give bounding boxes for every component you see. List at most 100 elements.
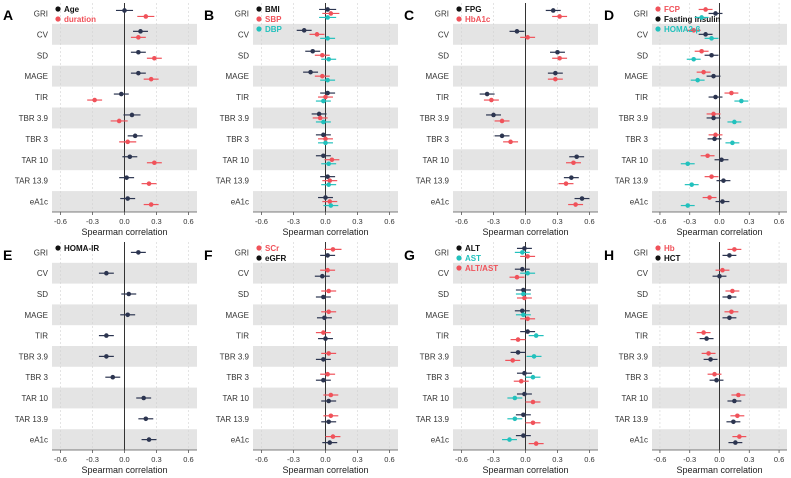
- x-axis-title: Spearman correlation: [676, 465, 762, 475]
- category-label: eA1c: [30, 198, 48, 207]
- data-point: [329, 157, 335, 163]
- x-axis-title: Spearman correlation: [482, 227, 568, 237]
- data-point: [499, 118, 505, 124]
- category-label: SD: [238, 290, 249, 299]
- category-label: TBR 3: [426, 135, 449, 144]
- data-point: [729, 90, 734, 96]
- x-tick-label: -0.3: [487, 217, 500, 226]
- data-point: [146, 437, 152, 442]
- data-point: [521, 433, 526, 438]
- data-point: [711, 111, 716, 117]
- data-point: [533, 333, 539, 338]
- x-axis-title: Spearman correlation: [676, 227, 762, 237]
- x-axis-title: Spearman correlation: [482, 465, 568, 475]
- data-point: [705, 153, 710, 159]
- category-label: TAR 13.9: [615, 415, 649, 424]
- category-label: TBR 3: [625, 373, 648, 382]
- x-tick-label: 0.0: [714, 217, 724, 226]
- x-tick-label: -0.6: [455, 217, 468, 226]
- data-point: [514, 274, 520, 280]
- data-point: [124, 175, 129, 180]
- data-point: [325, 267, 330, 273]
- data-point: [699, 15, 704, 20]
- panel-letter: H: [604, 247, 614, 263]
- data-point: [127, 154, 133, 160]
- data-point: [550, 8, 556, 13]
- category-label: CV: [238, 269, 250, 278]
- category-label: TBR 3.9: [420, 352, 450, 361]
- data-point: [321, 377, 326, 383]
- category-label: eA1c: [630, 436, 648, 445]
- data-point: [530, 399, 536, 405]
- legend-label: FPG: [465, 5, 481, 14]
- data-point: [152, 55, 157, 61]
- data-point: [325, 7, 330, 12]
- panel-H: -0.6 -0.3 0.0 0.3 0.6 Spearman correlation GRI…: [604, 242, 787, 475]
- data-point: [713, 94, 718, 100]
- x-tick-label: 0.3: [552, 217, 562, 226]
- x-tick-label: 0.0: [714, 455, 724, 464]
- category-label: TIR: [635, 93, 648, 102]
- category-label: TAR 13.9: [15, 415, 49, 424]
- data-point: [136, 250, 141, 255]
- x-tick-label: 0.0: [119, 217, 129, 226]
- category-label: TAR 13.9: [216, 177, 250, 186]
- data-point: [325, 90, 330, 96]
- data-point: [525, 329, 530, 334]
- data-point: [553, 76, 558, 82]
- legend-marker: [456, 245, 462, 251]
- data-point: [328, 11, 334, 16]
- panel-letter: C: [404, 7, 414, 23]
- data-point: [507, 437, 512, 442]
- data-point: [323, 136, 328, 142]
- panel-letter: F: [204, 247, 213, 263]
- data-point: [328, 203, 334, 208]
- data-point: [731, 419, 736, 425]
- data-point: [325, 15, 330, 20]
- data-point: [685, 161, 691, 167]
- data-point: [499, 133, 505, 139]
- legend-label: ALT: [465, 244, 480, 253]
- data-point: [521, 291, 526, 297]
- category-label: TAR 10: [422, 156, 449, 165]
- data-point: [119, 91, 124, 97]
- data-point: [141, 395, 146, 401]
- legend-marker: [256, 6, 262, 12]
- legend-label: HOMA-IR: [64, 244, 99, 253]
- data-point: [729, 309, 734, 315]
- data-point: [553, 70, 558, 76]
- data-point: [321, 132, 326, 138]
- x-tick-label: 0.3: [552, 455, 562, 464]
- x-tick-label: 0.3: [352, 455, 362, 464]
- data-point: [92, 97, 97, 103]
- data-point: [689, 182, 695, 187]
- data-point: [321, 294, 326, 300]
- panel-C: -0.6 -0.3 0.0 0.3 0.6 Spearman correlation GRI…: [404, 3, 598, 237]
- x-tick-label: -0.6: [54, 455, 67, 464]
- category-label: eA1c: [431, 198, 449, 207]
- data-point: [314, 32, 320, 37]
- x-tick-label: -0.6: [653, 455, 666, 464]
- category-label: SD: [37, 290, 48, 299]
- data-point: [699, 48, 704, 54]
- x-tick-label: 0.3: [744, 217, 754, 226]
- x-tick-label: 0.0: [320, 217, 330, 226]
- data-point: [733, 440, 738, 445]
- category-label: TIR: [236, 93, 249, 102]
- category-label: CV: [438, 30, 450, 39]
- data-point: [104, 270, 109, 276]
- category-label: eA1c: [30, 436, 48, 445]
- data-point: [325, 77, 330, 83]
- category-label: TBR 3: [426, 373, 449, 382]
- data-point: [557, 55, 562, 61]
- data-point: [713, 11, 718, 16]
- panel-letter: E: [3, 247, 12, 263]
- data-point: [327, 440, 333, 445]
- data-point: [703, 7, 708, 12]
- data-point: [316, 111, 322, 117]
- data-point: [703, 32, 708, 37]
- data-point: [518, 378, 524, 384]
- x-tick-label: 0.3: [352, 217, 362, 226]
- legend-label: eGFR: [265, 254, 287, 263]
